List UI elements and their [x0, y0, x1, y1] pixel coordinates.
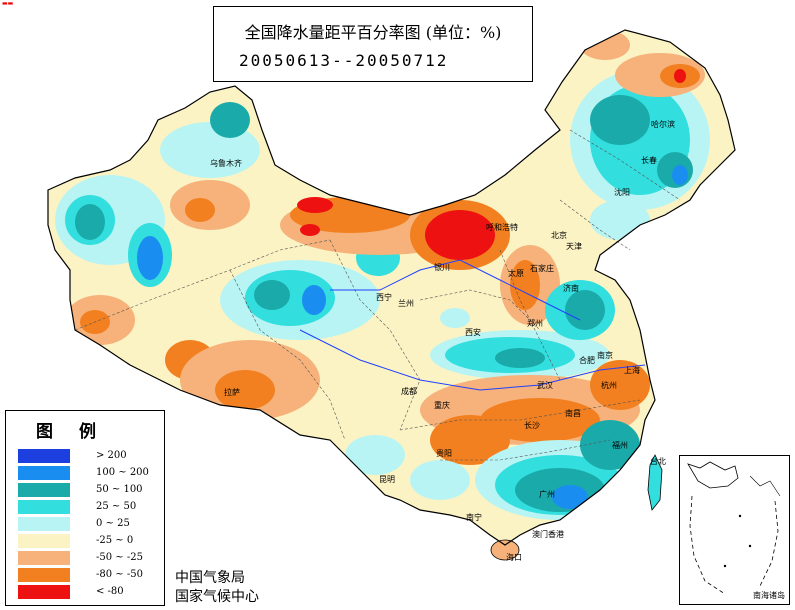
south-china-sea-inset: 南海诸岛 — [679, 455, 790, 605]
inset-label: 南海诸岛 — [753, 591, 785, 600]
city-label: 福州 — [612, 441, 628, 450]
city-label: 呼和浩特 — [486, 223, 518, 232]
legend-label: 0 ~ 25 — [96, 518, 130, 529]
legend-swatch — [18, 585, 70, 599]
city-label: 合肥 — [579, 356, 595, 365]
legend-swatch — [18, 466, 70, 480]
city-label: 济南 — [563, 284, 579, 293]
legend-label: -80 ~ -50 — [96, 569, 143, 580]
legend-row: -80 ~ -50 — [18, 568, 160, 583]
legend-label: 25 ~ 50 — [96, 501, 137, 512]
city-label: 南京 — [597, 351, 613, 360]
legend-swatch — [18, 500, 70, 514]
legend-label: 50 ~ 100 — [96, 484, 143, 495]
legend-row: -50 ~ -25 — [18, 551, 160, 566]
legend-label: -50 ~ -25 — [96, 552, 143, 563]
city-label: 天津 — [566, 242, 582, 251]
city-label: 武汉 — [537, 381, 553, 390]
date-range: 20050613--20050712 — [239, 51, 449, 70]
city-label: 澳门香港 — [532, 530, 564, 539]
title-box: 全国降水量距平百分率图 (单位：%) 20050613--20050712 — [213, 6, 533, 82]
city-label: 西宁 — [376, 293, 392, 302]
city-label: 南宁 — [466, 513, 482, 522]
legend-swatch — [18, 568, 70, 582]
city-label: 南昌 — [565, 409, 581, 418]
legend-row: 0 ~ 25 — [18, 517, 160, 532]
legend-row: < -80 — [18, 585, 160, 600]
city-label: 海口 — [506, 553, 522, 562]
city-label: 沈阳 — [614, 188, 630, 197]
city-label: 台北 — [650, 457, 666, 466]
inset-map — [687, 461, 781, 595]
city-label: 石家庄 — [530, 264, 554, 273]
city-label: 上海 — [624, 366, 640, 375]
agency-cma: 中国气象局 — [175, 570, 245, 586]
city-label: 太原 — [508, 269, 524, 278]
legend-title: 图例 — [36, 422, 122, 442]
legend-swatch — [18, 449, 70, 463]
city-label: 长沙 — [524, 421, 540, 430]
city-label: 乌鲁木齐 — [210, 159, 242, 168]
corner-mark: ▬▬ — [2, 0, 14, 7]
legend-row: -25 ~ 0 — [18, 534, 160, 549]
city-label: 广州 — [539, 490, 555, 499]
legend-label: 100 ~ 200 — [96, 467, 149, 478]
legend-row: 50 ~ 100 — [18, 483, 160, 498]
city-label: 贵阳 — [436, 449, 452, 458]
legend-swatch — [18, 534, 70, 548]
city-label: 杭州 — [601, 381, 617, 390]
city-label: 重庆 — [434, 401, 450, 410]
city-label: 成都 — [401, 387, 417, 396]
legend-row: > 200 — [18, 449, 160, 464]
city-label: 哈尔滨 — [651, 120, 675, 129]
city-label: 拉萨 — [224, 388, 240, 397]
city-label: 长春 — [641, 156, 657, 165]
legend-swatch — [18, 551, 70, 565]
city-label: 兰州 — [398, 299, 414, 308]
city-label: 郑州 — [527, 319, 543, 328]
legend-swatch — [18, 483, 70, 497]
legend-row: 100 ~ 200 — [18, 466, 160, 481]
agency-ncc: 国家气候中心 — [175, 589, 259, 605]
legend-swatch — [18, 517, 70, 531]
legend-label: > 200 — [96, 450, 127, 461]
city-label: 昆明 — [379, 475, 395, 484]
city-label: 银川 — [434, 263, 450, 272]
city-label: 北京 — [551, 231, 567, 240]
legend-label: < -80 — [96, 586, 124, 597]
legend-row: 25 ~ 50 — [18, 500, 160, 515]
map-title: 全国降水量距平百分率图 (单位：%) — [244, 23, 502, 42]
legend: 图例 > 200 100 ~ 200 50 ~ 100 25 ~ 50 0 ~ 25 -2… — [5, 410, 165, 606]
city-label: 西安 — [465, 328, 481, 337]
legend-label: -25 ~ 0 — [96, 535, 134, 546]
